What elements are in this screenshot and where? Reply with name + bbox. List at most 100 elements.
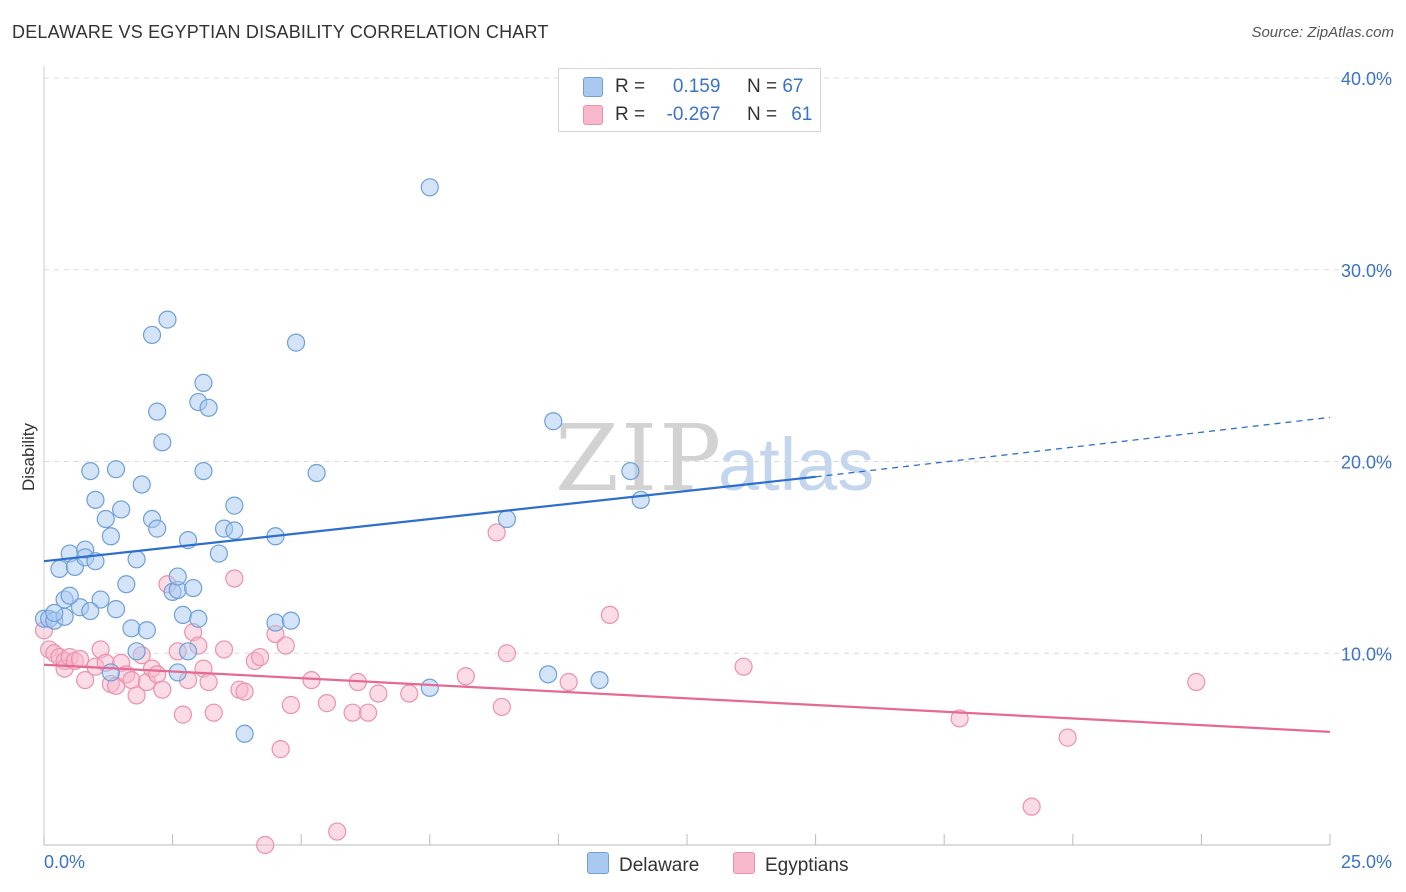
delaware-point bbox=[142, 325, 162, 345]
egyptians-trend-line bbox=[43, 663, 1331, 733]
delaware-point bbox=[307, 463, 326, 483]
egyptians-point bbox=[148, 665, 167, 684]
y-tick-label: 40.0% bbox=[1341, 69, 1392, 89]
egyptians-point bbox=[1187, 672, 1206, 692]
y-tick-label: 10.0% bbox=[1341, 644, 1392, 664]
egyptians-legend-swatch bbox=[733, 852, 755, 874]
bottom-legend-egyptians: Egyptians bbox=[733, 852, 848, 877]
delaware-point bbox=[225, 496, 244, 515]
delaware-point bbox=[153, 433, 172, 452]
chart-title: DELAWARE VS EGYPTIAN DISABILITY CORRELAT… bbox=[12, 22, 549, 42]
delaware-point bbox=[148, 519, 167, 538]
egyptians-n-value: 61 bbox=[791, 104, 813, 125]
tick-labels: 10.0% 20.0% 30.0% 40.0% 0.0% 25.0% bbox=[44, 69, 1392, 872]
egyptians-point bbox=[256, 835, 275, 855]
delaware-point bbox=[96, 509, 115, 529]
delaware-point bbox=[101, 527, 120, 546]
egyptians-points bbox=[34, 523, 1206, 855]
delaware-point bbox=[106, 460, 126, 479]
delaware-trend-line bbox=[43, 475, 816, 563]
delaware-point bbox=[158, 310, 177, 329]
delaware-point bbox=[86, 490, 105, 509]
egyptians-point bbox=[734, 657, 753, 676]
x-tick-label: 0.0% bbox=[44, 852, 85, 872]
egyptians-point bbox=[328, 822, 347, 841]
delaware-point bbox=[225, 521, 244, 540]
delaware-point bbox=[184, 578, 203, 598]
egyptians-point bbox=[76, 670, 95, 690]
egyptians-point bbox=[271, 740, 290, 759]
delaware-point bbox=[81, 601, 100, 621]
delaware-point bbox=[194, 373, 213, 392]
egyptians-r-value: -0.267 bbox=[666, 104, 721, 125]
r-label: R = bbox=[615, 104, 646, 125]
delaware-point bbox=[101, 663, 120, 682]
egyptians-point bbox=[70, 649, 90, 669]
delaware-point bbox=[420, 178, 439, 197]
delaware-point bbox=[189, 609, 208, 628]
delaware-n-value: 67 bbox=[782, 76, 804, 97]
egyptians-point bbox=[369, 684, 388, 703]
delaware-point bbox=[91, 590, 110, 609]
delaware-point bbox=[148, 402, 167, 421]
egyptians-point bbox=[153, 680, 172, 699]
r-label: R = bbox=[615, 76, 646, 97]
egyptians-point bbox=[250, 647, 270, 667]
egyptians-point bbox=[1058, 728, 1077, 747]
egyptians-point bbox=[1022, 797, 1041, 816]
delaware-point bbox=[81, 461, 100, 481]
egyptians-point bbox=[343, 703, 362, 722]
delaware-point bbox=[173, 605, 192, 625]
delaware-point bbox=[127, 550, 146, 569]
delaware-point bbox=[199, 398, 218, 417]
egyptians-point bbox=[235, 682, 254, 701]
egyptians-point bbox=[456, 667, 475, 686]
egyptians-point bbox=[127, 686, 146, 705]
delaware-point bbox=[497, 509, 517, 529]
delaware-point bbox=[112, 500, 131, 519]
delaware-trend-extension bbox=[815, 416, 1331, 478]
n-label: N = bbox=[746, 104, 778, 125]
delaware-point bbox=[194, 461, 213, 481]
delaware-point bbox=[286, 333, 306, 352]
egyptians-point bbox=[492, 697, 511, 717]
y-axis-label: Disability bbox=[19, 422, 38, 491]
delaware-point bbox=[60, 586, 79, 605]
egyptians-swatch bbox=[583, 105, 603, 125]
egyptians-point bbox=[950, 709, 969, 728]
delaware-point bbox=[209, 544, 228, 563]
egyptians-point bbox=[358, 703, 378, 722]
delaware-point bbox=[45, 603, 64, 623]
delaware-legend-label: Delaware bbox=[619, 855, 700, 876]
egyptians-point bbox=[199, 672, 218, 692]
grid-lines bbox=[44, 77, 1392, 654]
delaware-point bbox=[544, 412, 563, 431]
delaware-point bbox=[631, 490, 650, 509]
delaware-point bbox=[122, 619, 141, 638]
n-label: N = bbox=[746, 76, 778, 97]
bottom-legend-delaware: Delaware bbox=[587, 852, 699, 877]
egyptians-point bbox=[400, 684, 419, 703]
y-tick-label: 20.0% bbox=[1341, 453, 1392, 473]
delaware-point bbox=[117, 575, 136, 594]
egyptians-point bbox=[281, 695, 301, 715]
delaware-point bbox=[50, 559, 69, 578]
watermark-atlas: atlas bbox=[718, 423, 874, 506]
egyptians-point bbox=[173, 705, 192, 724]
delaware-point bbox=[178, 642, 198, 661]
egyptians-point bbox=[225, 569, 244, 588]
egyptians-point bbox=[204, 703, 223, 722]
x-tick-label: 25.0% bbox=[1341, 852, 1392, 872]
delaware-point bbox=[621, 461, 640, 481]
egyptians-point bbox=[600, 605, 619, 625]
egyptians-point bbox=[559, 672, 578, 692]
egyptians-legend-label: Egyptians bbox=[765, 855, 849, 876]
egyptians-point bbox=[122, 670, 141, 690]
delaware-point bbox=[266, 613, 285, 632]
stats-legend: R = 0.159 N = 67 R = -0.267 N = 61 bbox=[558, 68, 821, 132]
delaware-point bbox=[235, 724, 254, 743]
egyptians-point bbox=[497, 644, 517, 663]
egyptians-point bbox=[214, 640, 234, 659]
delaware-point bbox=[590, 670, 609, 690]
trend-lines bbox=[43, 416, 1331, 733]
